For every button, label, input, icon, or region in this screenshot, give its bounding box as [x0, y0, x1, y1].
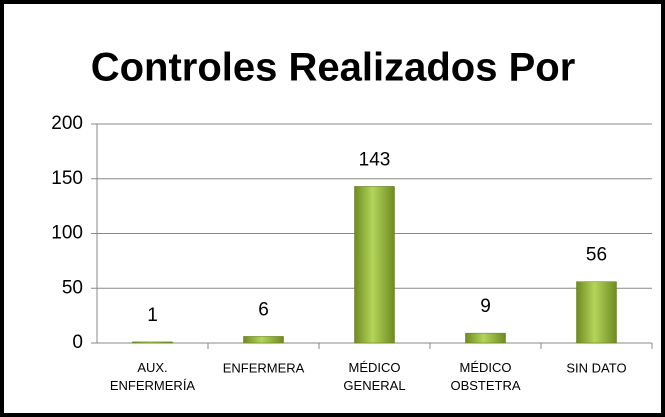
x-tick-label: MÉDICO GENERAL	[343, 360, 405, 393]
bar	[354, 186, 395, 344]
x-tick-label: SIN DATO	[566, 360, 626, 375]
bar	[576, 281, 617, 344]
y-tick-label: 100	[51, 223, 83, 244]
y-tick-label: 200	[51, 113, 83, 134]
y-tick-label: 50	[62, 277, 83, 298]
data-label: 1	[147, 305, 158, 326]
x-tick-label: AUX. ENFERMERÍA	[110, 360, 196, 393]
data-label: 6	[258, 299, 269, 320]
x-tick-label: ENFERMERA	[223, 360, 305, 375]
data-label: 9	[480, 296, 491, 317]
y-tick-label: 0	[72, 332, 83, 353]
y-tick-label: 150	[51, 168, 83, 189]
chart-title: Controles Realizados Por	[91, 46, 576, 90]
data-label: 56	[586, 245, 607, 266]
x-tick-label: MÉDICO OBSTETRA	[450, 360, 520, 393]
bar	[465, 332, 506, 344]
bar	[132, 341, 173, 344]
bar	[243, 336, 284, 344]
data-label: 143	[359, 149, 391, 170]
